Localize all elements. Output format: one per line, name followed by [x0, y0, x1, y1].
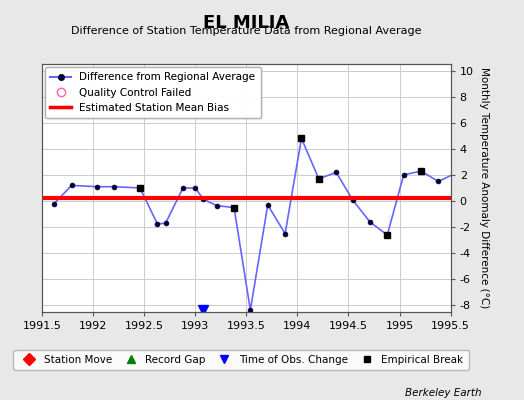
Text: Berkeley Earth: Berkeley Earth — [406, 388, 482, 398]
Text: Difference of Station Temperature Data from Regional Average: Difference of Station Temperature Data f… — [71, 26, 421, 36]
Legend: Station Move, Record Gap, Time of Obs. Change, Empirical Break: Station Move, Record Gap, Time of Obs. C… — [14, 350, 468, 370]
Text: EL MILIA: EL MILIA — [203, 14, 289, 32]
Legend: Difference from Regional Average, Quality Control Failed, Estimated Station Mean: Difference from Regional Average, Qualit… — [45, 67, 260, 118]
Y-axis label: Monthly Temperature Anomaly Difference (°C): Monthly Temperature Anomaly Difference (… — [479, 67, 489, 309]
